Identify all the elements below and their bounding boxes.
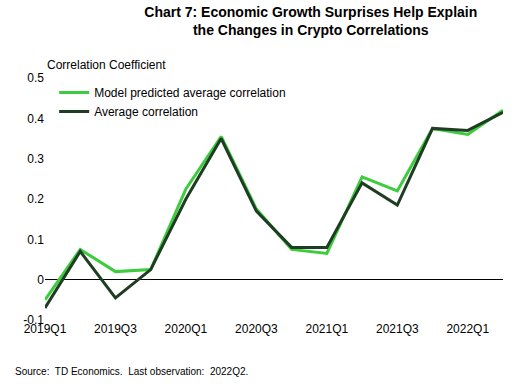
svg-text:0.5: 0.5	[27, 71, 44, 85]
svg-text:0.4: 0.4	[27, 112, 44, 126]
svg-text:Average correlation: Average correlation	[94, 105, 198, 119]
svg-text:Source: TD Economics. Last o: Source: TD Economics. Last observation: …	[15, 366, 248, 377]
svg-text:0.1: 0.1	[27, 233, 44, 247]
svg-text:2022Q1: 2022Q1	[446, 322, 489, 336]
svg-text:2019Q3: 2019Q3	[94, 322, 137, 336]
svg-text:2021Q1: 2021Q1	[305, 322, 348, 336]
svg-text:-0.1: -0.1	[23, 313, 44, 327]
svg-text:Model predicted average correl: Model predicted average correlation	[94, 86, 285, 100]
svg-text:2020Q1: 2020Q1	[165, 322, 208, 336]
svg-text:0.2: 0.2	[27, 192, 44, 206]
svg-text:Chart 7: Economic Growth Surpr: Chart 7: Economic Growth Surprises Help …	[144, 4, 477, 38]
svg-text:Correlation Coefficient: Correlation Coefficient	[47, 58, 166, 72]
svg-text:0.3: 0.3	[27, 152, 44, 166]
svg-text:0: 0	[37, 273, 44, 287]
svg-text:2021Q3: 2021Q3	[376, 322, 419, 336]
svg-text:2020Q3: 2020Q3	[235, 322, 278, 336]
svg-text:2019Q1: 2019Q1	[24, 322, 67, 336]
